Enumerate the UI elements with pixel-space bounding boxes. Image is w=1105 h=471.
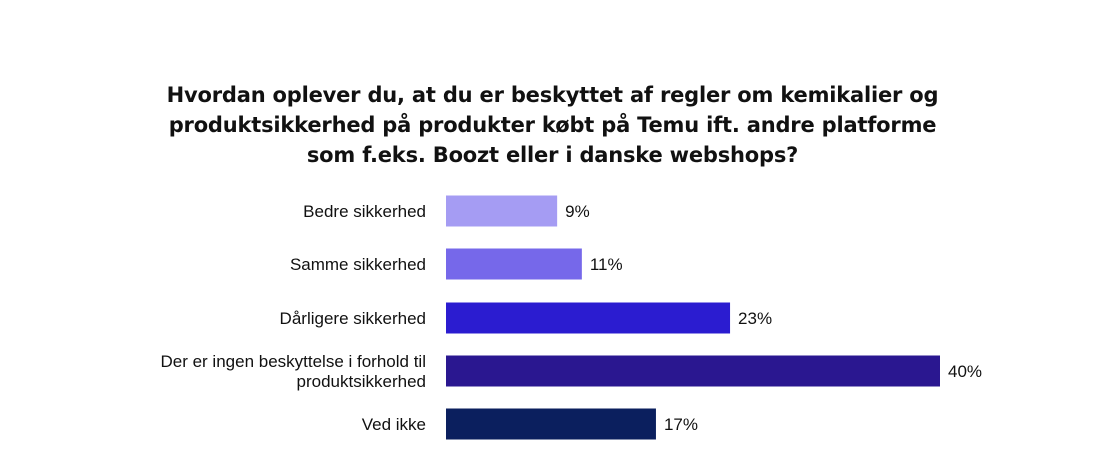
category-label: Ved ikke [362,415,426,434]
bar [446,302,731,334]
chart-title: Hvordan oplever du, at du er beskyttet a… [0,80,1105,170]
bar [446,355,940,387]
bar-value-label: 11% [590,255,623,274]
category-label: Samme sikkerhed [290,255,426,274]
bar [446,248,582,280]
category-label: Der er ingen beskyttelse i forhold til [160,352,426,371]
chart-title-line: produktsikkerhed på produkter købt på Te… [168,113,937,137]
bar-value-label: 40% [948,362,982,381]
category-label: Dårligere sikkerhed [280,309,426,328]
bar-value-label: 9% [565,202,590,221]
category-label: Bedre sikkerhed [303,202,426,221]
bar-value-label: 17% [664,415,698,434]
chart-title-line: som f.eks. Boozt eller i danske webshops… [306,143,799,167]
chart-title-line: Hvordan oplever du, at du er beskyttet a… [166,83,939,107]
category-label: produktsikkerhed [297,372,426,391]
bar-value-label: 23% [738,309,772,328]
bar [446,195,558,227]
bar [446,408,656,440]
